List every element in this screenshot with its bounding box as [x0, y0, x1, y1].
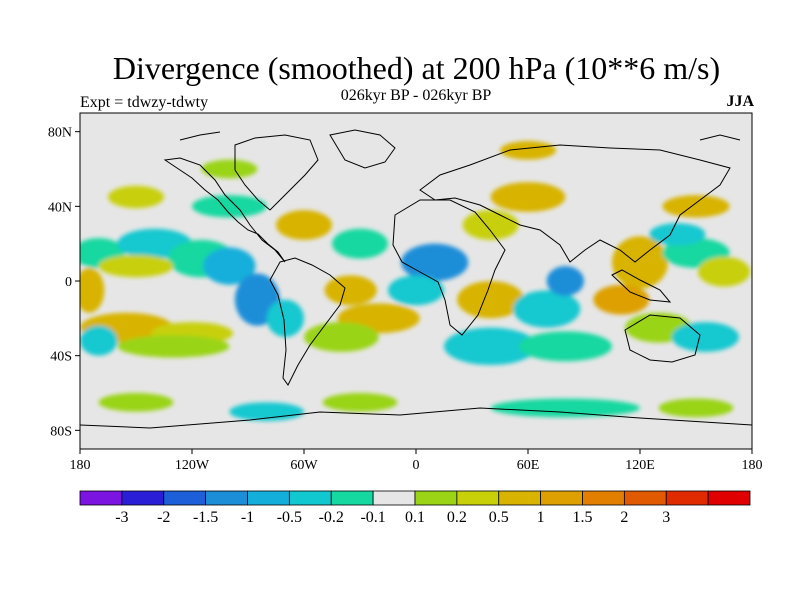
colorbar-label: -3 [115, 509, 128, 526]
field-blob [192, 195, 267, 218]
map-title: Divergence (smoothed) at 200 hPa (10**6 … [112, 50, 721, 86]
colorbar-label: -1 [241, 509, 254, 526]
colorbar-box [414, 490, 458, 506]
field-blob [500, 141, 556, 160]
lon-label: 180 [70, 458, 91, 473]
season-label: JJA [726, 93, 754, 110]
colorbar-boxes [79, 490, 751, 506]
field-blob [117, 335, 230, 358]
field-blob [388, 275, 444, 306]
field-blob [201, 159, 258, 179]
lon-label: 60W [290, 458, 318, 473]
lat-label: 80S [50, 424, 72, 439]
colorbar-label: 1 [537, 509, 545, 526]
field-blob [546, 266, 584, 296]
field-blob [697, 256, 751, 287]
colorbar-label: -0.2 [319, 509, 344, 526]
field-blob [658, 398, 734, 418]
colorbar-label: -0.5 [277, 509, 302, 526]
colorbar-label: 2 [620, 509, 628, 526]
colorbar-label: 1.5 [573, 509, 593, 526]
lat-label: 40N [48, 200, 72, 215]
field-blob [490, 182, 566, 212]
colorbar-label: 0.1 [405, 509, 425, 526]
field-blob [662, 195, 730, 218]
lon-label: 0 [413, 458, 420, 473]
colorbar-label: 0.2 [447, 509, 467, 526]
field-blob [593, 284, 650, 315]
field-blob [401, 243, 469, 281]
colorbar-box [247, 490, 290, 506]
field-blob [304, 322, 379, 352]
field-blob [457, 281, 525, 319]
field-blob [513, 290, 581, 328]
colorbar-box [498, 490, 542, 506]
colorbar-box [623, 490, 667, 506]
lon-label: 120W [175, 458, 210, 473]
lat-label: 40S [50, 350, 72, 365]
colorbar-box [707, 490, 751, 506]
field-blob [322, 393, 398, 412]
field-blob [80, 267, 105, 313]
experiment-label: Expt = tdwzy-tdwty [80, 94, 209, 111]
field-blob [444, 327, 538, 366]
colorbar-label: 0.5 [489, 509, 509, 526]
colorbar-box [582, 490, 625, 506]
field-blob [490, 398, 640, 418]
field-blob [266, 299, 305, 338]
colorbar-box [456, 490, 500, 506]
lon-label: 60E [517, 458, 540, 473]
field-blob [98, 254, 174, 278]
field-blob [98, 393, 174, 412]
coastlines [80, 129, 752, 429]
colorbar-label: -1.5 [193, 509, 218, 526]
field-blob [324, 275, 377, 306]
latitude-axis: 80N 40N 0 40S 80S [48, 126, 80, 439]
lon-label: 120E [625, 458, 655, 473]
colorbar-labels: -3 -2 -1.5 -1 -0.5 -0.2 -0.1 0.1 0.2 0.5 1 1.5 2 3 [115, 509, 670, 526]
longitude-axis: 180 120W 60W 0 60E 120E 180 [70, 449, 763, 473]
field-blob [332, 228, 388, 259]
lon-label: 180 [742, 458, 763, 473]
divergence-field [80, 141, 751, 421]
colorbar-box [121, 490, 165, 506]
colorbar-label: -2 [157, 509, 170, 526]
field-blob [108, 185, 164, 209]
field-blob [671, 322, 739, 352]
colorbar-box [372, 490, 416, 506]
map-subtitle: 026kyr BP - 026kyr BP [340, 87, 492, 104]
colorbar-label: 3 [662, 509, 670, 526]
lat-label: 0 [65, 275, 72, 290]
colorbar-box [665, 490, 709, 506]
field-blob [276, 210, 332, 240]
colorbar-label: -0.1 [360, 509, 385, 526]
colorbar-box [79, 490, 123, 506]
colorbar-box [288, 490, 332, 506]
field-blob [80, 325, 118, 356]
colorbar-box [205, 490, 248, 506]
field-blob [518, 331, 612, 362]
colorbar-box [330, 490, 374, 506]
colorbar-box [540, 490, 583, 506]
field-blobs [80, 141, 751, 421]
field-blob [203, 247, 256, 285]
lat-label: 80N [48, 126, 72, 141]
colorbar-box [163, 490, 207, 506]
field-blob [612, 236, 668, 289]
